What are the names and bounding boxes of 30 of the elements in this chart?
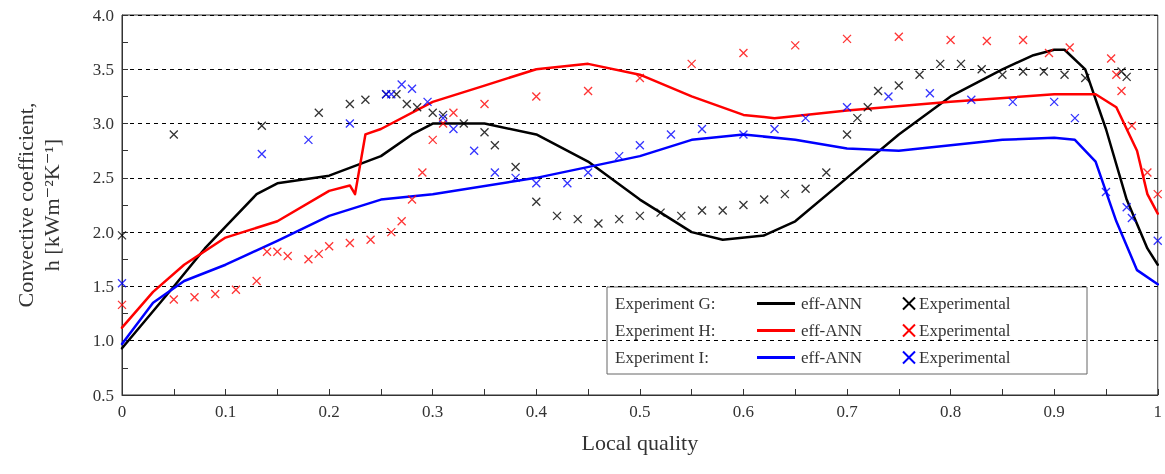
y-tick-label: 1.5 (92, 276, 114, 296)
y-tick-label: 2.5 (92, 168, 114, 188)
x-tick-label: 0.9 (1043, 402, 1065, 421)
annotation: Experiment I: (615, 348, 709, 367)
x-tick-label: 0.4 (525, 402, 548, 421)
legend-label: Experimental (919, 294, 1011, 313)
legend-label: Experimental (919, 321, 1011, 340)
legend-label: eff-ANN (801, 321, 863, 340)
annotation: Experiment G: (615, 294, 716, 313)
y-axis-title: Convective coefficient, h [kWm⁻²K⁻¹] (12, 102, 64, 308)
x-tick-label: 0.1 (214, 402, 237, 421)
y-tick-label: 2.0 (92, 222, 114, 242)
x-tick-label: 0.2 (318, 402, 340, 421)
legend-label: eff-ANN (801, 294, 863, 313)
x-tick-label: 0.3 (422, 402, 444, 421)
x-tick-label: 0 (117, 402, 127, 421)
legend-label: eff-ANN (801, 348, 863, 367)
y-tick-label: 4.0 (92, 5, 114, 25)
x-axis-title: Local quality (581, 429, 699, 455)
y-tick-label: 1.0 (92, 331, 114, 351)
x-tick-label: 1 (1153, 402, 1162, 421)
x-tick-label: 0.6 (732, 402, 755, 421)
annotation: Experiment H: (615, 321, 716, 340)
y-tick-label: 3.0 (92, 114, 114, 134)
legend-label: Experimental (919, 348, 1011, 367)
x-tick-label: 0.5 (629, 402, 651, 421)
y-tick-label: 0.5 (92, 385, 114, 405)
x-tick-label: 0.7 (836, 402, 859, 421)
y-tick-label: 3.5 (92, 59, 114, 79)
x-tick-label: 0.8 (939, 402, 962, 421)
